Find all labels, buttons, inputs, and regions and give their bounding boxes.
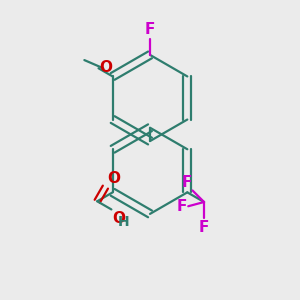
Text: F: F bbox=[199, 220, 209, 235]
Text: O: O bbox=[107, 171, 120, 186]
Text: O: O bbox=[99, 60, 112, 75]
Text: F: F bbox=[176, 199, 187, 214]
Text: H: H bbox=[118, 215, 130, 229]
Text: O: O bbox=[112, 211, 126, 226]
Text: F: F bbox=[181, 175, 192, 190]
Text: F: F bbox=[145, 22, 155, 37]
